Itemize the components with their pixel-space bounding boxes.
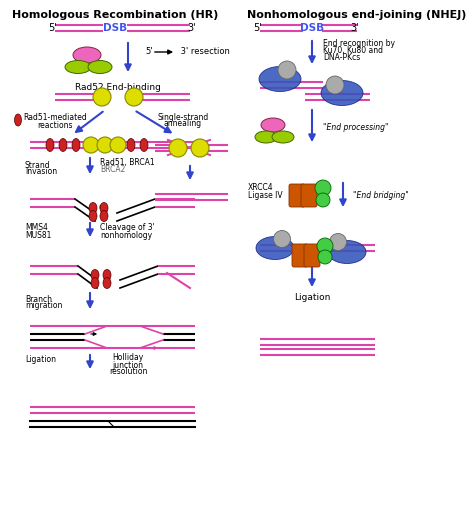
Ellipse shape bbox=[100, 202, 108, 213]
Ellipse shape bbox=[256, 237, 294, 259]
Ellipse shape bbox=[103, 269, 111, 280]
Ellipse shape bbox=[65, 61, 91, 73]
Ellipse shape bbox=[261, 118, 285, 132]
Text: Invasion: Invasion bbox=[25, 168, 57, 177]
Text: Nbs1: Nbs1 bbox=[264, 122, 282, 128]
Ellipse shape bbox=[321, 81, 363, 105]
Text: Rad51-mediated: Rad51-mediated bbox=[23, 113, 87, 122]
Text: BRCA2: BRCA2 bbox=[100, 164, 126, 173]
Text: XRCC4: XRCC4 bbox=[248, 183, 273, 192]
Ellipse shape bbox=[100, 210, 108, 221]
Ellipse shape bbox=[317, 238, 333, 254]
Ellipse shape bbox=[103, 278, 111, 288]
FancyBboxPatch shape bbox=[304, 244, 320, 267]
Ellipse shape bbox=[326, 76, 344, 94]
Text: DSB: DSB bbox=[300, 23, 324, 33]
Ellipse shape bbox=[259, 66, 301, 92]
Ellipse shape bbox=[329, 233, 346, 250]
Ellipse shape bbox=[89, 202, 97, 213]
Text: Single-strand: Single-strand bbox=[157, 112, 209, 122]
Ellipse shape bbox=[15, 114, 21, 126]
Text: 5': 5' bbox=[145, 47, 153, 56]
Text: Rad50: Rad50 bbox=[89, 64, 111, 70]
Text: Ligation: Ligation bbox=[25, 356, 56, 365]
Ellipse shape bbox=[59, 139, 67, 151]
Text: DSB: DSB bbox=[103, 23, 127, 33]
Ellipse shape bbox=[328, 240, 366, 264]
Text: Mre11: Mre11 bbox=[67, 64, 89, 70]
Ellipse shape bbox=[97, 137, 113, 153]
Ellipse shape bbox=[110, 137, 126, 153]
Text: 3' resection: 3' resection bbox=[178, 47, 230, 56]
Text: Cleavage of 3': Cleavage of 3' bbox=[100, 223, 155, 232]
Text: Holliday: Holliday bbox=[112, 354, 144, 363]
Ellipse shape bbox=[140, 139, 148, 151]
Text: 3': 3' bbox=[351, 23, 359, 33]
Ellipse shape bbox=[169, 139, 187, 157]
Text: annealing: annealing bbox=[164, 120, 202, 129]
Text: reactions: reactions bbox=[37, 121, 73, 130]
Ellipse shape bbox=[316, 193, 330, 207]
Text: Ligase IV: Ligase IV bbox=[248, 190, 283, 200]
Ellipse shape bbox=[318, 250, 332, 264]
Ellipse shape bbox=[91, 278, 99, 288]
Text: Rad52 End-binding: Rad52 End-binding bbox=[75, 83, 161, 92]
Ellipse shape bbox=[273, 230, 291, 248]
Text: Ligation: Ligation bbox=[294, 294, 330, 302]
Ellipse shape bbox=[127, 139, 135, 151]
Text: Strand: Strand bbox=[25, 161, 51, 170]
Ellipse shape bbox=[255, 131, 277, 143]
Ellipse shape bbox=[46, 139, 54, 151]
Text: nonhomology: nonhomology bbox=[100, 230, 152, 239]
Text: DNA-PKcs: DNA-PKcs bbox=[323, 54, 360, 63]
Ellipse shape bbox=[73, 47, 101, 63]
FancyBboxPatch shape bbox=[289, 184, 305, 207]
Text: 5': 5' bbox=[49, 23, 57, 33]
Text: junction: junction bbox=[112, 360, 144, 369]
Text: 3': 3' bbox=[188, 23, 196, 33]
FancyBboxPatch shape bbox=[292, 244, 308, 267]
Text: Nonhomologous end-joining (NHEJ): Nonhomologous end-joining (NHEJ) bbox=[247, 10, 467, 20]
Text: End recognition by: End recognition by bbox=[323, 40, 395, 48]
Ellipse shape bbox=[88, 61, 112, 73]
Ellipse shape bbox=[83, 137, 99, 153]
Text: Nbs1: Nbs1 bbox=[77, 52, 97, 58]
Text: Rad50: Rad50 bbox=[273, 134, 293, 140]
Text: Homologous Recombination (HR): Homologous Recombination (HR) bbox=[12, 10, 218, 20]
Ellipse shape bbox=[125, 88, 143, 106]
Text: 5': 5' bbox=[254, 23, 263, 33]
Text: MUS81: MUS81 bbox=[25, 230, 51, 239]
Text: "End bridging": "End bridging" bbox=[353, 190, 409, 200]
Text: Ku70, Ku80 and: Ku70, Ku80 and bbox=[323, 46, 383, 55]
Text: MMS4: MMS4 bbox=[25, 223, 48, 232]
FancyBboxPatch shape bbox=[301, 184, 317, 207]
Text: migration: migration bbox=[25, 301, 63, 310]
Ellipse shape bbox=[315, 180, 331, 196]
Ellipse shape bbox=[191, 139, 209, 157]
Ellipse shape bbox=[93, 88, 111, 106]
Ellipse shape bbox=[72, 139, 80, 151]
Text: Rad51, BRCA1: Rad51, BRCA1 bbox=[100, 158, 155, 167]
Ellipse shape bbox=[89, 210, 97, 221]
Text: Mre11: Mre11 bbox=[256, 134, 276, 140]
Text: resolution: resolution bbox=[109, 367, 147, 376]
Text: "End processing": "End processing" bbox=[323, 122, 389, 132]
Text: Branch: Branch bbox=[25, 295, 52, 304]
Ellipse shape bbox=[91, 269, 99, 280]
Ellipse shape bbox=[278, 61, 296, 79]
Ellipse shape bbox=[272, 131, 294, 143]
